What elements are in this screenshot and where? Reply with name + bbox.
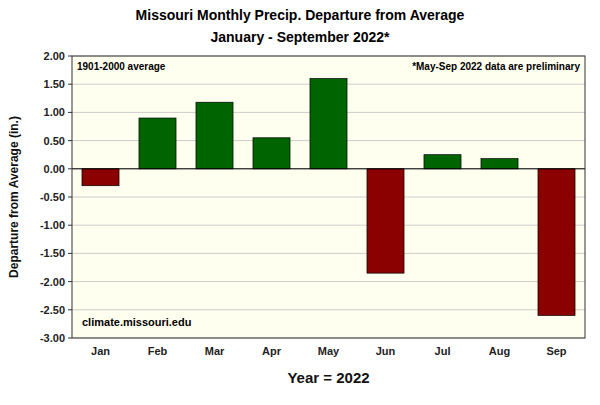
y-axis-title: Departure from Average (in.)	[7, 116, 21, 278]
y-tick-label: -3.00	[40, 332, 65, 344]
y-tick-label: 1.00	[44, 106, 65, 118]
subtitle: January - September 2022*	[211, 29, 391, 45]
plot-area	[72, 56, 585, 338]
chart: -3.00 -2.50 -2.00 -1.50 -1.00 -0.50 0.00 0.50 1.…	[0, 0, 600, 405]
y-tick	[68, 56, 72, 57]
x-tick-label: Feb	[148, 345, 168, 357]
grid-line	[72, 281, 585, 282]
grid-line	[72, 225, 585, 226]
y-tick	[68, 338, 72, 339]
bar	[82, 169, 119, 186]
bar	[481, 159, 518, 169]
bars	[82, 79, 575, 316]
bar	[538, 169, 575, 316]
y-tick	[68, 140, 72, 141]
y-tick-label: -0.50	[40, 191, 65, 203]
x-axis-title: Year = 2022	[287, 369, 369, 386]
bar	[196, 102, 233, 169]
x-tick-label: Jul	[435, 345, 451, 357]
x-tick-label: Apr	[262, 345, 282, 357]
y-tick-label: 0.00	[44, 163, 65, 175]
y-tick-label: 2.00	[44, 50, 65, 62]
y-tick-label: -1.50	[40, 247, 65, 259]
annotation: *May-Sep 2022 data are preliminary	[412, 61, 580, 72]
title: Missouri Monthly Precip. Departure from …	[136, 7, 465, 23]
x-tick-label: Mar	[205, 345, 225, 357]
y-tick-label: 1.50	[44, 78, 65, 90]
bar	[310, 79, 347, 169]
y-tick	[68, 197, 72, 198]
bar	[139, 118, 176, 169]
bar	[424, 155, 461, 169]
y-tick-label: 0.50	[44, 135, 65, 147]
y-tick-label: -2.50	[40, 304, 65, 316]
y-tick	[68, 309, 72, 310]
bar	[367, 169, 404, 273]
y-tick	[68, 112, 72, 113]
y-tick	[68, 253, 72, 254]
y-tick	[68, 225, 72, 226]
annotation: 1901-2000 average	[77, 61, 166, 72]
y-tick-label: -1.00	[40, 219, 65, 231]
y-tick	[68, 281, 72, 282]
grid-line	[72, 253, 585, 254]
grid-line	[72, 197, 585, 198]
y-tick	[68, 168, 72, 169]
grid-line	[72, 309, 585, 310]
frame	[72, 56, 585, 338]
grid-line	[72, 168, 585, 169]
x-tick-label: Jan	[91, 345, 110, 357]
x-tick-label: Aug	[489, 345, 510, 357]
x-tick-label: Jun	[376, 345, 396, 357]
watermark: climate.missouri.edu	[82, 316, 191, 328]
x-tick-label: Sep	[546, 345, 566, 357]
bar	[253, 138, 290, 169]
y-tick	[68, 84, 72, 85]
zero-line	[72, 168, 585, 169]
x-tick-label: May	[318, 345, 340, 357]
y-tick-label: -2.00	[40, 276, 65, 288]
